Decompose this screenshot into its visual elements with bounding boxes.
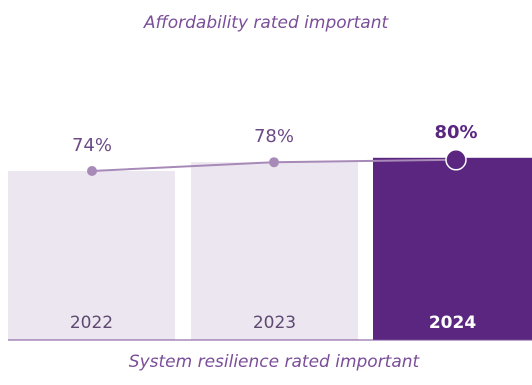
points-group: [87, 149, 467, 176]
bars-group: [8, 157, 532, 340]
bar-2023: [191, 162, 358, 340]
point-2024: [445, 149, 467, 171]
category-label-2023: 2023: [253, 313, 296, 333]
bar-2022: [8, 171, 175, 340]
value-label-2023: 78%: [254, 126, 294, 147]
category-label-2022: 2022: [70, 313, 113, 333]
category-label-2024: 2024: [429, 313, 476, 333]
bar-2024: [373, 157, 532, 340]
value-label-2022: 74%: [72, 135, 112, 156]
chart-subtitle: System resilience rated important: [129, 352, 421, 372]
point-2023: [269, 157, 279, 168]
value-label-2024: 80%: [434, 122, 477, 143]
category-labels-group: 2022 2023 2024: [70, 313, 476, 333]
value-labels-group: 74% 78% 80%: [72, 122, 478, 156]
chart-title: Affordability rated important: [143, 13, 390, 33]
point-2022: [87, 166, 97, 176]
